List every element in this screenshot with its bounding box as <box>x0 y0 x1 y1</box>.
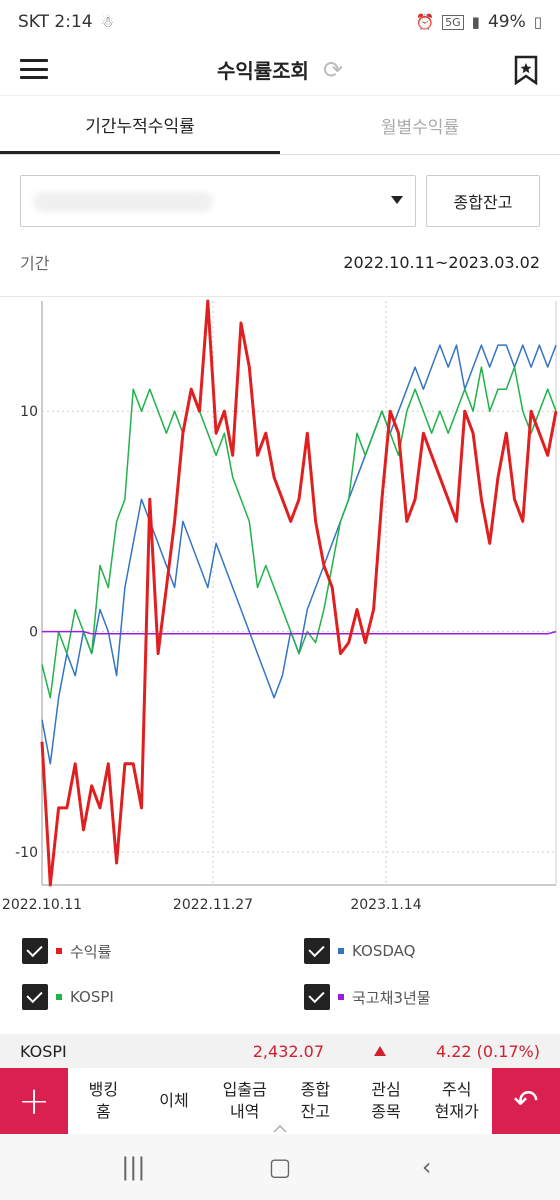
app-header: 수익률조회 ⟳ <box>0 44 560 96</box>
nav-label: 관심 <box>371 1080 401 1099</box>
index-ticker[interactable]: KOSPI 2,432.07 4.22 (0.17%) <box>0 1034 560 1068</box>
chart-legend: 수익률 KOSDAQ KOSPI 국고채3년물 <box>0 926 560 1026</box>
x-tick-label: 2022.11.27 <box>173 897 253 913</box>
plus-icon[interactable]: + <box>0 1068 68 1134</box>
nav-transfer[interactable]: 이체 <box>139 1079 210 1123</box>
up-arrow-icon <box>374 1046 386 1056</box>
x-tick-label: 2022.10.11 <box>2 897 82 913</box>
nav-label: 뱅킹 <box>88 1080 119 1099</box>
nav-label: 종합 <box>300 1080 331 1099</box>
account-select[interactable] <box>20 175 416 227</box>
nav-stock-price[interactable]: 주식 현재가 <box>421 1079 492 1123</box>
menu-icon[interactable] <box>20 56 48 82</box>
nav-label: 이체 <box>159 1091 189 1110</box>
notification-icon: ☃ <box>100 13 115 31</box>
tab-cumulative-return[interactable]: 기간누적수익률 <box>0 97 280 154</box>
tab-bar: 기간누적수익률 월별수익률 <box>0 97 560 155</box>
account-value-redacted <box>33 192 213 212</box>
nav-label: 잔고 <box>300 1102 331 1121</box>
period-row: 기간 2022.10.11~2023.03.02 <box>20 248 540 276</box>
network-type: 5G <box>442 14 464 30</box>
home-icon[interactable]: ▢ <box>268 1153 292 1181</box>
ticker-name: KOSPI <box>20 1041 67 1061</box>
legend-item-return[interactable]: 수익률 <box>22 938 111 964</box>
legend-label: KOSDAQ <box>352 942 416 960</box>
back-arrow-icon[interactable]: ↶ <box>492 1068 560 1134</box>
legend-item-treasury[interactable]: 국고채3년물 <box>304 984 431 1010</box>
series-line <box>41 366 557 699</box>
series-line <box>42 630 557 635</box>
nav-label: 홈 <box>95 1102 111 1121</box>
y-tick-label: 10 <box>20 404 38 420</box>
nav-watchlist[interactable]: 관심 종목 <box>351 1079 422 1123</box>
nav-label: 주식 <box>441 1080 472 1099</box>
legend-swatch <box>338 948 344 954</box>
tab-monthly-return[interactable]: 월별수익률 <box>380 118 460 138</box>
checkbox-icon[interactable] <box>304 984 330 1010</box>
ticker-change: 4.22 (0.17%) <box>435 1041 540 1061</box>
nav-banking-home[interactable]: 뱅킹 홈 <box>68 1079 139 1123</box>
chevron-up-icon[interactable] <box>272 1124 288 1134</box>
period-value: 2022.10.11~2023.03.02 <box>343 252 540 272</box>
bookmark-icon[interactable] <box>514 55 538 85</box>
x-tick-label: 2023.1.14 <box>350 897 421 913</box>
carrier-time: SKT 2:14 <box>18 12 93 32</box>
refresh-icon[interactable]: ⟳ <box>322 55 344 84</box>
nav-label: 내역 <box>229 1102 260 1121</box>
chevron-down-icon <box>391 196 403 204</box>
chart-svg: 10 0 -10 2022.10.11 2022.11.27 2023.1.14 <box>2 299 558 913</box>
checkbox-icon[interactable] <box>22 984 48 1010</box>
ticker-price: 2,432.07 <box>252 1041 324 1061</box>
legend-label: 국고채3년물 <box>352 988 431 1007</box>
signal-icon: ▮ <box>471 13 480 31</box>
y-tick-label: 0 <box>29 625 38 641</box>
controls-row: 종합잔고 <box>20 175 540 227</box>
nav-transaction-history[interactable]: 입출금 내역 <box>209 1079 280 1123</box>
series-line <box>41 344 557 765</box>
nav-label: 종목 <box>371 1102 401 1121</box>
legend-swatch <box>338 994 344 1000</box>
nav-label: 현재가 <box>434 1102 479 1121</box>
system-nav: ||| ▢ ‹ <box>0 1134 560 1200</box>
battery-icon: ▯ <box>533 13 542 31</box>
period-label: 기간 <box>20 254 50 273</box>
status-bar: SKT 2:14 ☃ ⏰ 5G ▮ 49% ▯ <box>0 0 560 44</box>
legend-item-kosdaq[interactable]: KOSDAQ <box>304 938 415 964</box>
page-title: 수익률조회 <box>216 59 309 83</box>
checkbox-icon[interactable] <box>304 938 330 964</box>
series-line <box>40 299 558 887</box>
legend-swatch <box>56 948 62 954</box>
battery-level: 49% <box>487 12 526 32</box>
bottom-nav: + 뱅킹 홈 이체 입출금 내역 종합 잔고 관심 종목 주식 현재가 ↶ <box>0 1068 560 1134</box>
summary-balance-button[interactable]: 종합잔고 <box>426 175 540 227</box>
checkbox-icon[interactable] <box>22 938 48 964</box>
legend-swatch <box>56 994 62 1000</box>
alarm-icon: ⏰ <box>415 13 435 31</box>
legend-label: KOSPI <box>70 988 114 1006</box>
y-tick-label: -10 <box>15 845 38 861</box>
nav-label: 입출금 <box>222 1080 267 1099</box>
nav-total-balance[interactable]: 종합 잔고 <box>280 1079 351 1123</box>
legend-item-kospi[interactable]: KOSPI <box>22 984 114 1010</box>
legend-label: 수익률 <box>70 942 112 961</box>
back-icon[interactable]: ‹ <box>421 1153 432 1181</box>
recent-apps-icon[interactable]: ||| <box>121 1153 146 1181</box>
return-chart[interactable]: 10 0 -10 2022.10.11 2022.11.27 2023.1.14 <box>0 296 560 916</box>
